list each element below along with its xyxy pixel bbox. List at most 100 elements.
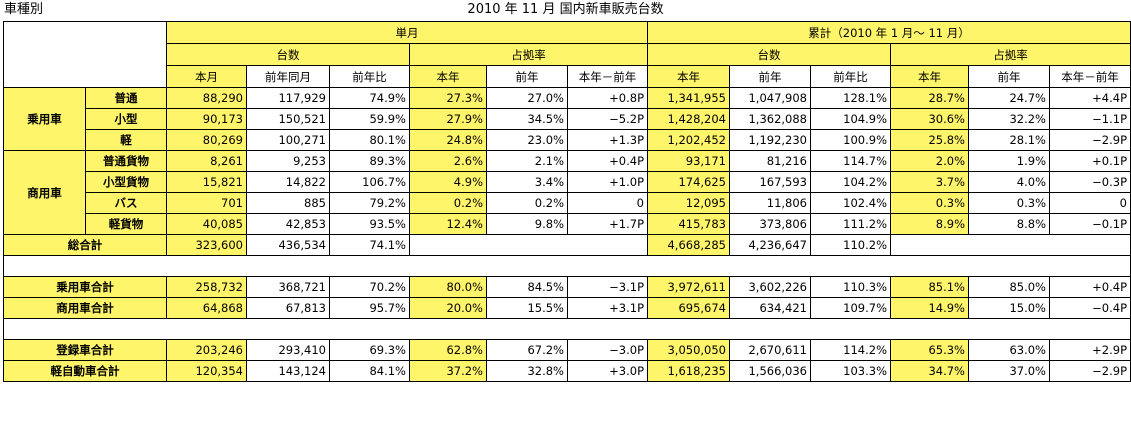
cell-m-share: 27.9% — [409, 108, 487, 130]
cell-c-share-prev: 8.8% — [968, 213, 1050, 235]
cell-m-diff: +1.3P — [567, 129, 648, 151]
cell-c-units: 1,428,204 — [647, 108, 730, 130]
cell-c-share: 3.7% — [890, 171, 969, 193]
table-row: 乗用車 普通 88,290 117,929 74.9% 27.3% 27.0% … — [3, 87, 1131, 151]
subtotal-row: 乗用車合計 258,732 368,721 70.2% 80.0% 84.5% … — [3, 276, 1131, 298]
cell-c-yoy: 104.2% — [810, 171, 891, 193]
cell-c-prev: 373,806 — [729, 213, 811, 235]
col-cum-last-year: 前年 — [729, 65, 811, 88]
cell-m-prev: 150,521 — [246, 108, 330, 130]
cell-m-diff: 0 — [567, 192, 648, 214]
cell-m-yoy: 74.9% — [329, 87, 410, 109]
cell-c-share: 2.0% — [890, 150, 969, 172]
cell-m-prev: 9,253 — [246, 150, 330, 172]
total-label: 総合計 — [3, 234, 167, 256]
cell-m-prev: 293,410 — [246, 339, 330, 361]
cell-c-prev: 3,602,226 — [729, 276, 811, 298]
page-title: 2010 年 11 月 国内新車販売台数 — [467, 2, 664, 17]
cell-c-share-prev: 37.0% — [968, 360, 1050, 382]
cell-c-prev: 11,806 — [729, 192, 811, 214]
col-cum-diff: 本年－前年 — [1049, 65, 1131, 88]
header-monthly-share: 占拠率 — [409, 43, 648, 66]
spacer-row — [3, 255, 1131, 277]
cell-c-share: 8.9% — [890, 213, 969, 235]
cell-m-share-prev: 27.0% — [486, 87, 568, 109]
cell-m-units: 203,246 — [166, 339, 247, 361]
cell-c-diff: −2.9P — [1049, 360, 1131, 382]
header-row-1: 単月 累計（2010 年 1 月～ 11 月） — [3, 21, 1131, 88]
cell-c-share-prev: 32.2% — [968, 108, 1050, 130]
cell-m-prev: 143,124 — [246, 360, 330, 382]
cell-m-share-prev: 23.0% — [486, 129, 568, 151]
subtotal-label: 登録車合計 — [3, 339, 167, 361]
cell-m-diff: +1.0P — [567, 171, 648, 193]
cell-c-units: 12,095 — [647, 192, 730, 214]
cell-c-diff: 0 — [1049, 192, 1131, 214]
cell-m-yoy: 59.9% — [329, 108, 410, 130]
cell-m-share-prev: 9.8% — [486, 213, 568, 235]
cell-m-share-prev: 15.5% — [486, 297, 568, 319]
cell-c-yoy: 128.1% — [810, 87, 891, 109]
cell-m-prev: 14,822 — [246, 171, 330, 193]
cell-m-units: 64,868 — [166, 297, 247, 319]
cell-c-units: 4,668,285 — [647, 234, 730, 256]
cell-c-units: 1,341,955 — [647, 87, 730, 109]
cell-c-diff: −1.1P — [1049, 108, 1131, 130]
cell-m-diff: −3.0P — [567, 339, 648, 361]
cell-c-share-prev: 0.3% — [968, 192, 1050, 214]
cell-m-units: 323,600 — [166, 234, 247, 256]
cell-c-diff: −0.4P — [1049, 297, 1131, 319]
cell-c-units: 93,171 — [647, 150, 730, 172]
cell-c-share-prev: 63.0% — [968, 339, 1050, 361]
cell-m-share: 37.2% — [409, 360, 487, 382]
col-cum-yoy: 前年比 — [810, 65, 891, 88]
cell-c-prev: 1,566,036 — [729, 360, 811, 382]
spacer — [3, 255, 1131, 277]
cell-m-yoy: 89.3% — [329, 150, 410, 172]
cell-m-prev: 368,721 — [246, 276, 330, 298]
header-row-2: 台数 占拠率 台数 占拠率 — [4, 43, 1131, 66]
cell-m-share: 62.8% — [409, 339, 487, 361]
cell-c-share: 30.6% — [890, 108, 969, 130]
cell-m-units: 701 — [166, 192, 247, 214]
cell-c-prev: 2,670,611 — [729, 339, 811, 361]
cell-c-diff: −2.9P — [1049, 129, 1131, 151]
cell-c-diff: −0.1P — [1049, 213, 1131, 235]
row-label: 小型 — [85, 108, 167, 130]
col-this-year: 本年 — [409, 65, 487, 88]
cell-m-units: 8,261 — [166, 150, 247, 172]
cell-m-share-prev: 0.2% — [486, 192, 568, 214]
header-cumulative: 累計（2010 年 1 月～ 11 月） — [647, 21, 1131, 44]
col-cum-share-this-year: 本年 — [890, 65, 969, 88]
cell-m-yoy: 80.1% — [329, 129, 410, 151]
cell-m-units: 120,354 — [166, 360, 247, 382]
header-blank — [3, 21, 167, 88]
cell-c-prev: 1,192,230 — [729, 129, 811, 151]
header-row-3: 本月 前年同月 前年比 本年 前年 本年－前年 本年 前年 前年比 本年 前年 … — [4, 65, 1131, 88]
total-share-blank — [409, 234, 648, 256]
cell-c-share-prev: 1.9% — [968, 150, 1050, 172]
table-row: 商用車 普通貨物 8,261 9,253 89.3% 2.6% 2.1% +0.… — [3, 150, 1131, 235]
subtotal-label: 商用車合計 — [3, 297, 167, 319]
cell-m-share-prev: 34.5% — [486, 108, 568, 130]
cell-m-prev: 67,813 — [246, 297, 330, 319]
cell-c-yoy: 104.9% — [810, 108, 891, 130]
cell-c-units: 695,674 — [647, 297, 730, 319]
cell-c-share-prev: 85.0% — [968, 276, 1050, 298]
cell-c-share: 25.8% — [890, 129, 969, 151]
cell-c-prev: 81,216 — [729, 150, 811, 172]
header-monthly: 単月 — [166, 21, 648, 44]
cell-m-diff: +3.0P — [567, 360, 648, 382]
row-label: 普通貨物 — [85, 150, 167, 172]
cell-c-share-prev: 4.0% — [968, 171, 1050, 193]
cell-m-share: 0.2% — [409, 192, 487, 214]
cell-c-units: 3,972,611 — [647, 276, 730, 298]
cell-c-diff: −0.3P — [1049, 171, 1131, 193]
cell-c-yoy: 110.2% — [810, 234, 891, 256]
cell-m-units: 88,290 — [166, 87, 247, 109]
cell-c-yoy: 110.3% — [810, 276, 891, 298]
row-label: 普通 — [85, 87, 167, 109]
cell-m-share: 80.0% — [409, 276, 487, 298]
cell-m-yoy: 106.7% — [329, 171, 410, 193]
cell-m-prev: 436,534 — [246, 234, 330, 256]
